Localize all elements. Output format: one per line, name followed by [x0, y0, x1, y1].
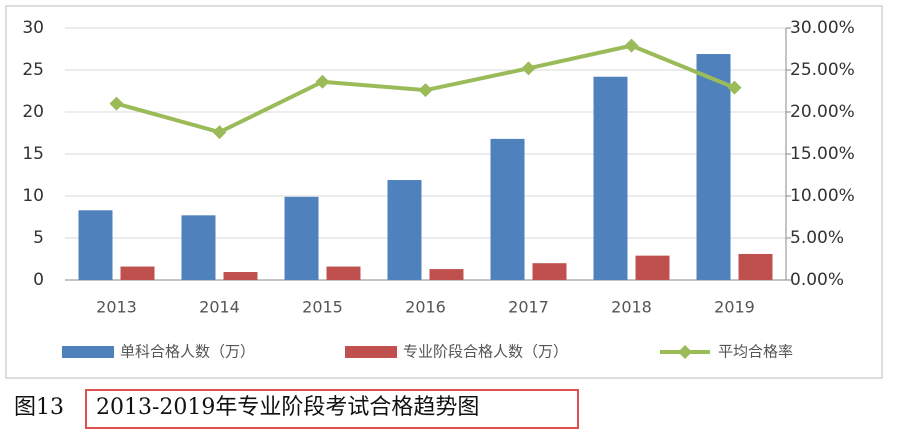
- y-tick-label: 15: [22, 144, 44, 164]
- y2-tick-label: 30.00%: [790, 18, 855, 38]
- marker: [109, 96, 124, 111]
- y2-tick-label: 5.00%: [790, 228, 844, 248]
- bar: [387, 180, 422, 280]
- y2-tick-label: 15.00%: [790, 144, 855, 164]
- caption-number: 图13: [14, 395, 64, 420]
- y-tick-label: 25: [22, 60, 44, 80]
- bar: [593, 76, 628, 280]
- y2-tick-label: 25.00%: [790, 60, 855, 80]
- marker: [418, 83, 433, 98]
- y-tick-label: 20: [22, 102, 44, 122]
- x-tick-label: 2013: [96, 298, 137, 317]
- y-tick-label: 5: [33, 228, 44, 248]
- bar: [429, 269, 464, 280]
- bar: [284, 196, 319, 280]
- x-tick-label: 2014: [199, 298, 240, 317]
- y-tick-label: 10: [22, 186, 44, 206]
- marker: [212, 125, 227, 140]
- marker: [521, 61, 536, 76]
- y2-tick-label: 10.00%: [790, 186, 855, 206]
- chart-frame: [5, 5, 883, 379]
- legend-label: 单科合格人数（万）: [120, 343, 255, 361]
- caption-box: [85, 389, 579, 429]
- y-tick-label: 30: [22, 18, 44, 38]
- bar: [635, 255, 670, 280]
- x-tick-label: 2016: [405, 298, 446, 317]
- bar: [696, 54, 731, 280]
- x-tick-label: 2017: [508, 298, 549, 317]
- bar: [738, 253, 773, 280]
- marker: [624, 38, 639, 53]
- marker: [315, 74, 330, 89]
- x-tick-label: 2019: [714, 298, 755, 317]
- bar: [532, 263, 567, 280]
- legend-label: 专业阶段合格人数（万）: [403, 343, 568, 361]
- y-tick-label: 0: [33, 270, 44, 290]
- bar: [78, 210, 113, 280]
- bar: [326, 266, 361, 280]
- bar: [181, 215, 216, 280]
- legend-label: 平均合格率: [718, 343, 793, 361]
- marker: [727, 80, 742, 95]
- legend-marker: [678, 345, 692, 359]
- legend-swatch: [345, 346, 397, 358]
- x-tick-label: 2018: [611, 298, 652, 317]
- bar: [490, 138, 525, 280]
- bar: [223, 272, 258, 280]
- y2-tick-label: 0.00%: [790, 270, 844, 290]
- legend-swatch: [62, 346, 114, 358]
- y2-tick-label: 20.00%: [790, 102, 855, 122]
- bar: [120, 266, 155, 280]
- x-tick-label: 2015: [302, 298, 343, 317]
- caption-title: 2013-2019年专业阶段考试合格趋势图: [96, 395, 479, 420]
